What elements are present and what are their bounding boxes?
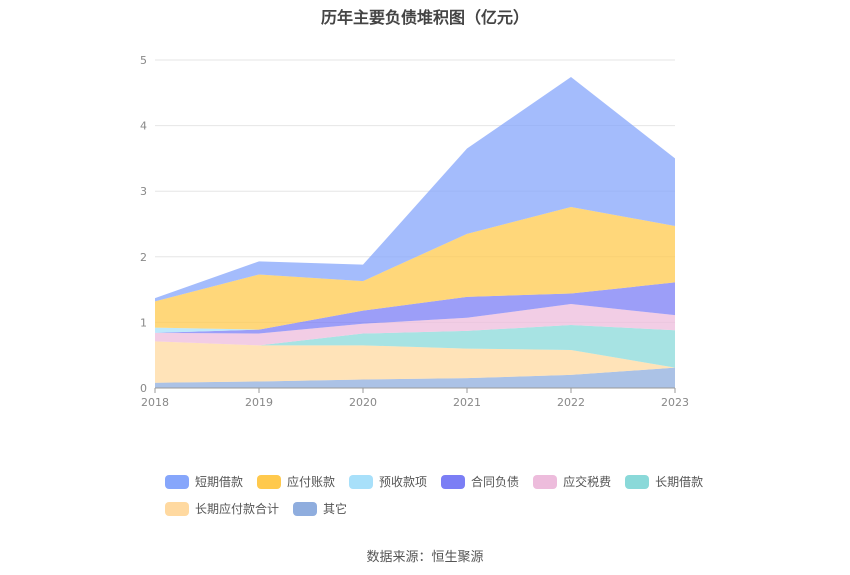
legend-swatch bbox=[165, 474, 189, 489]
y-tick-label: 4 bbox=[140, 120, 147, 133]
chart-title: 历年主要负债堆积图（亿元） bbox=[320, 8, 529, 27]
series-areas bbox=[155, 77, 675, 388]
legend-swatch bbox=[349, 474, 374, 489]
legend-item[interactable]: 长期借款 bbox=[625, 473, 703, 490]
y-tick-label: 3 bbox=[140, 185, 147, 198]
legend-item[interactable]: 长期应付款合计 bbox=[165, 500, 279, 517]
legend-label: 其它 bbox=[323, 502, 348, 516]
legend-item[interactable]: 应交税费 bbox=[533, 473, 611, 490]
series-area-应付账款 bbox=[155, 206, 675, 330]
series-area-长期借款 bbox=[155, 325, 675, 368]
series-area-应交税费 bbox=[155, 304, 675, 346]
legend-swatch bbox=[257, 474, 282, 489]
legend-label: 长期借款 bbox=[655, 475, 704, 489]
series-area-合同负债 bbox=[155, 282, 675, 334]
series-area-其它 bbox=[155, 367, 675, 388]
y-tick-label: 2 bbox=[140, 251, 147, 264]
legend-item[interactable]: 其它 bbox=[293, 500, 347, 517]
legend-swatch bbox=[625, 474, 650, 489]
legend-item[interactable]: 预收款项 bbox=[349, 473, 427, 490]
series-area-短期借款 bbox=[155, 77, 675, 302]
series-area-长期应付款合计 bbox=[155, 341, 675, 383]
x-tick-label: 2020 bbox=[349, 396, 377, 409]
legend-label: 长期应付款合计 bbox=[195, 502, 280, 516]
legend: 短期借款 应付账款 预收款项 合同负债 应交税费 长期借款长期应付款合计 其它 bbox=[165, 473, 725, 517]
y-tick-label: 0 bbox=[140, 382, 147, 395]
x-tick-label: 2023 bbox=[661, 396, 689, 409]
legend-swatch bbox=[441, 474, 466, 489]
axes: 0 1 2 3 4 5 2018 2019 2020 2021 2022 2023 bbox=[140, 54, 689, 409]
legend-label: 合同负债 bbox=[471, 475, 520, 489]
data-source: 数据来源：恒生聚源 bbox=[366, 550, 484, 565]
legend-label: 短期借款 bbox=[195, 475, 244, 489]
legend-item[interactable]: 短期借款 bbox=[165, 473, 243, 490]
legend-swatch bbox=[533, 474, 558, 489]
legend-swatch bbox=[165, 501, 189, 516]
x-tick-label: 2021 bbox=[453, 396, 481, 409]
legend-item[interactable]: 合同负债 bbox=[441, 473, 519, 490]
legend-label: 预收款项 bbox=[379, 475, 428, 489]
x-tick-label: 2018 bbox=[141, 396, 169, 409]
x-tick-label: 2019 bbox=[245, 396, 273, 409]
legend-label: 应交税费 bbox=[563, 475, 612, 489]
x-tick-label: 2022 bbox=[557, 396, 585, 409]
y-tick-label: 1 bbox=[140, 316, 147, 329]
legend-swatch bbox=[293, 501, 318, 516]
legend-item[interactable]: 应付账款 bbox=[257, 473, 335, 490]
legend-label: 应付账款 bbox=[287, 475, 336, 489]
y-tick-label: 5 bbox=[140, 54, 147, 67]
